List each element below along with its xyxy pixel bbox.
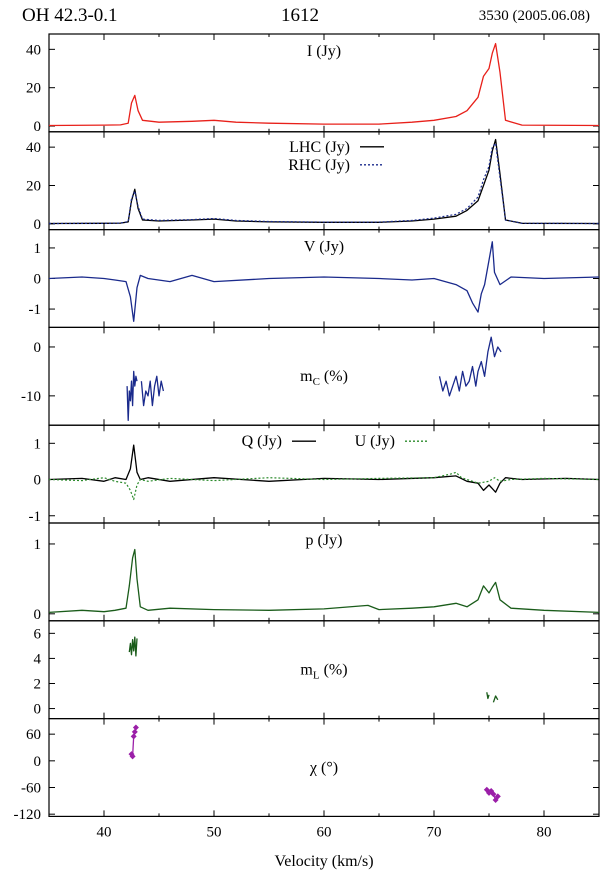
panel-label: p (Jy) bbox=[306, 532, 343, 549]
y-tick-label: 0 bbox=[34, 217, 42, 233]
y-tick-label: 40 bbox=[26, 42, 41, 58]
y-tick-label: 6 bbox=[34, 626, 42, 642]
y-tick-label: 4 bbox=[34, 651, 42, 667]
x-tick-label: 60 bbox=[317, 824, 332, 840]
legend-label: LHC (Jy) bbox=[289, 139, 350, 156]
panel-chi: -120 -60 0 60 χ (°) bbox=[14, 717, 600, 823]
panel-stokes-i: 0 20 40 I (Jy) bbox=[26, 33, 600, 135]
series-stokes-qu-0 bbox=[48, 444, 600, 493]
y-tick-label: 0 bbox=[34, 702, 42, 718]
series-stokes-qu-1 bbox=[48, 471, 600, 501]
x-tick-label: 50 bbox=[207, 824, 222, 840]
y-tick-label: 0 bbox=[34, 340, 42, 356]
y-tick-label: 20 bbox=[26, 178, 41, 194]
y-tick-label: 0 bbox=[34, 272, 42, 288]
panel-label: V (Jy) bbox=[304, 239, 344, 256]
series-mc-2 bbox=[438, 336, 502, 397]
data-point bbox=[129, 753, 136, 760]
series-mc-0 bbox=[126, 370, 138, 421]
y-tick-label: 20 bbox=[26, 81, 41, 97]
panel-label: I (Jy) bbox=[307, 43, 341, 60]
series-stokes-i-0 bbox=[48, 42, 600, 127]
panel-stokes-qu: -1 0 1 Q (Jy) U (Jy) bbox=[29, 424, 600, 525]
x-tick-label: 70 bbox=[427, 824, 442, 840]
observation-title: 3530 (2005.06.08) bbox=[479, 8, 590, 24]
y-tick-label: 0 bbox=[34, 607, 42, 623]
series-circular-1 bbox=[48, 142, 600, 225]
panel-ml: 0 2 4 6 mL (%) bbox=[34, 620, 600, 720]
data-point bbox=[130, 733, 137, 740]
y-tick-label: 0 bbox=[34, 473, 42, 489]
legend-label: Q (Jy) bbox=[242, 433, 282, 450]
panel-polarized: 0 1 p (Jy) bbox=[34, 522, 600, 623]
data-point bbox=[490, 791, 497, 798]
y-tick-label: -1 bbox=[29, 509, 42, 525]
series-polarized-0 bbox=[48, 548, 600, 614]
y-tick-label: 1 bbox=[34, 537, 42, 553]
x-axis-label: Velocity (km/s) bbox=[274, 853, 373, 870]
series-ml-2 bbox=[492, 695, 499, 703]
panel-circular: 0 20 40 LHC (Jy)RHC (Jy) bbox=[26, 131, 600, 233]
y-tick-label: -1 bbox=[29, 302, 42, 318]
y-tick-label: 0 bbox=[34, 119, 42, 135]
series-ml-0 bbox=[128, 636, 138, 657]
data-point bbox=[132, 724, 139, 731]
panel-label: mC (%) bbox=[300, 368, 348, 388]
y-tick-label: 1 bbox=[34, 241, 42, 257]
panel-label: mL (%) bbox=[300, 662, 347, 682]
x-tick-label: 80 bbox=[537, 824, 552, 840]
series-stokes-v-0 bbox=[48, 241, 600, 322]
panel-frame bbox=[48, 424, 600, 524]
frequency-title: 1612 bbox=[281, 5, 319, 26]
source-title: OH 42.3-0.1 bbox=[22, 5, 118, 26]
y-tick-label: -60 bbox=[21, 781, 41, 797]
panel-stokes-v: -1 0 1 V (Jy) bbox=[29, 229, 600, 329]
x-tick-label: 40 bbox=[97, 824, 112, 840]
y-tick-label: 1 bbox=[34, 436, 42, 452]
y-tick-label: 40 bbox=[26, 140, 41, 156]
legend-label: RHC (Jy) bbox=[288, 157, 350, 174]
series-mc-1 bbox=[140, 375, 165, 407]
y-tick-label: 60 bbox=[26, 727, 41, 743]
y-tick-label: 0 bbox=[34, 754, 42, 770]
y-tick-label: -120 bbox=[14, 807, 42, 823]
panel-mc: -10 0 mC (%) bbox=[21, 326, 600, 426]
legend-label: U (Jy) bbox=[355, 433, 395, 450]
y-tick-label: 2 bbox=[34, 676, 42, 692]
data-point bbox=[131, 728, 138, 735]
series-ml-1 bbox=[486, 692, 490, 700]
y-tick-label: -10 bbox=[21, 389, 41, 405]
data-point bbox=[494, 793, 501, 800]
panel-label: χ (°) bbox=[309, 759, 338, 776]
